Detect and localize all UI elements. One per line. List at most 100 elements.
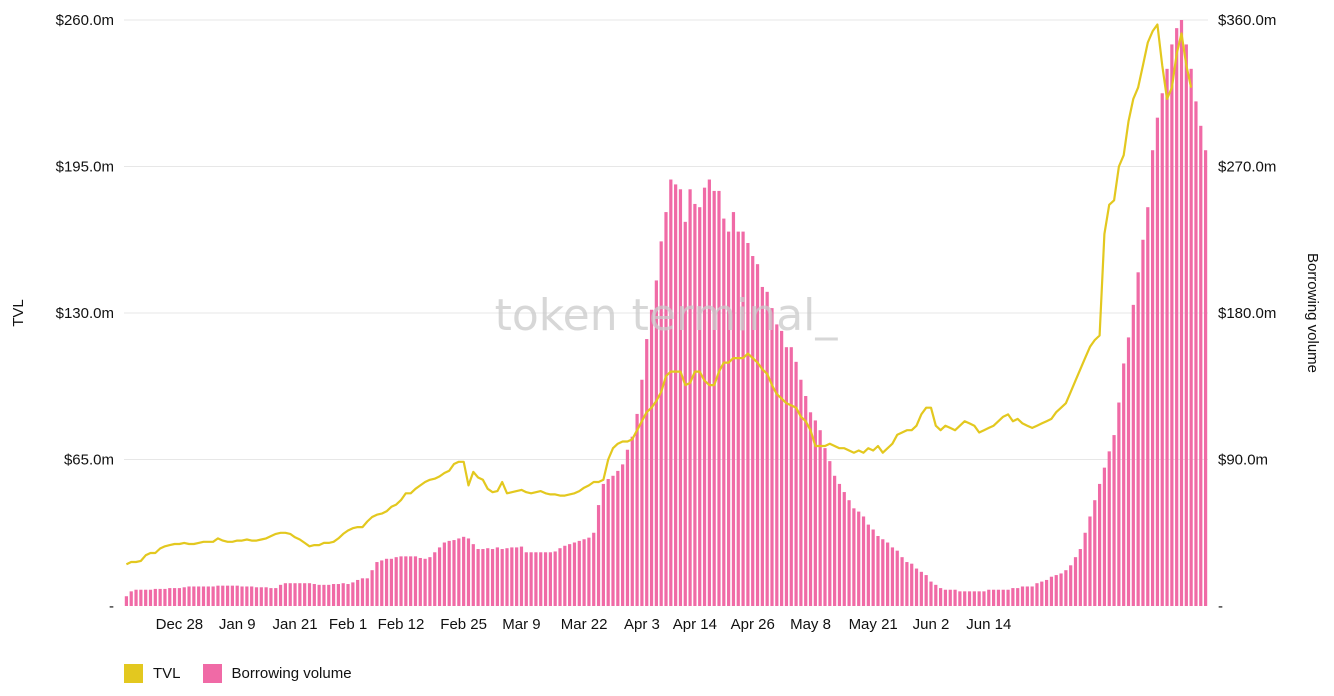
borrowing-volume-bar <box>1136 272 1140 606</box>
borrowing-volume-bar <box>987 589 991 606</box>
borrowing-volume-bar <box>751 256 755 606</box>
tvl-line-group <box>125 23 1193 566</box>
borrowing-volume-bar <box>437 547 442 606</box>
borrowing-volume-bar <box>389 558 393 606</box>
borrowing-volume-bar <box>153 588 157 606</box>
borrowing-volume-bar <box>558 548 562 606</box>
borrowing-volume-bar <box>486 548 490 606</box>
borrowing-volume-bar <box>992 589 996 606</box>
borrowing-volume-bar <box>683 221 687 606</box>
borrowing-volume-bar <box>365 578 369 606</box>
borrowing-volume-bar <box>1025 586 1029 606</box>
borrowing-volume-bar <box>929 581 933 606</box>
borrowing-volume-bar <box>211 586 215 606</box>
borrowing-volume-bar <box>717 190 721 606</box>
x-tick-label: May 21 <box>849 616 898 633</box>
right-tick-label: - <box>1218 598 1223 615</box>
borrowing-volume-bar <box>678 189 683 607</box>
borrowing-volume-bar <box>1069 565 1073 606</box>
borrowing-volume-bar <box>900 557 904 606</box>
borrowing-volume-bar <box>977 591 981 606</box>
borrowing-volume-bar <box>1093 500 1097 606</box>
borrowing-volume-bar <box>158 588 162 606</box>
borrowing-volume-bar <box>741 231 745 606</box>
borrowing-volume-bar <box>409 556 413 606</box>
right-tick-label: $270.0m <box>1218 159 1276 176</box>
borrowing-volume-bar <box>221 585 225 606</box>
borrowing-volume-bar <box>278 584 283 606</box>
borrowing-volume-bar <box>837 483 842 606</box>
borrowing-volume-bar <box>1102 467 1107 606</box>
borrowing-volume-bar <box>394 557 398 606</box>
borrowing-volume-bar <box>616 470 620 606</box>
borrowing-volume-bar <box>1203 150 1208 606</box>
borrowing-volume-bar <box>1073 557 1078 606</box>
borrowing-volume-bar <box>447 540 451 606</box>
borrowing-volume-bar <box>914 568 919 606</box>
borrowing-volume-bar <box>640 379 644 606</box>
borrowing-volume-bar <box>269 588 273 606</box>
borrowing-volume-bar <box>201 586 206 606</box>
borrowing-volume-bar <box>380 560 384 606</box>
borrowing-volume-bar <box>404 556 408 606</box>
borrowing-volume-bar <box>187 586 191 606</box>
borrowing-volume-bar <box>543 552 548 606</box>
borrowing-volume-bar <box>1011 588 1015 606</box>
borrowing-volume-bar <box>1117 402 1121 606</box>
borrowing-volume-bar <box>1054 575 1058 606</box>
x-tick-label: Mar 22 <box>561 616 608 633</box>
borrowing-volume-bar <box>442 542 446 606</box>
borrowing-volume-bar <box>168 588 172 606</box>
borrowing-volume-bar <box>722 218 726 607</box>
borrowing-volume-bar <box>384 558 389 606</box>
borrowing-volume-bar <box>235 585 239 606</box>
borrowing-volume-bar <box>303 583 307 606</box>
legend-item-borrowing-volume[interactable]: Borrowing volume <box>202 664 352 683</box>
borrowing-volume-bar <box>433 552 437 606</box>
borrowing-volume-bar <box>399 556 403 606</box>
borrowing-volume-bar <box>505 548 509 606</box>
borrowing-volume-bar <box>298 583 302 606</box>
borrowing-volume-bar <box>953 589 957 606</box>
left-tick-label: $65.0m <box>64 452 114 469</box>
borrowing-volume-bar <box>789 347 793 606</box>
borrowing-volume-bar <box>1170 44 1174 606</box>
x-tick-label: Jun 2 <box>913 616 950 633</box>
borrowing-volume-bar <box>312 584 316 606</box>
legend-item-tvl[interactable]: TVL <box>124 664 181 683</box>
borrowing-volume-bar <box>712 190 716 606</box>
borrowing-volume-bar <box>625 449 630 606</box>
borrowing-volume-bar <box>197 586 201 606</box>
borrowing-volume-bar <box>813 420 817 606</box>
borrowing-volume-bar <box>240 586 244 606</box>
borrowing-volume-bar <box>1199 125 1203 607</box>
borrowing-volume-bar <box>698 207 702 606</box>
borrowing-volume-bar <box>780 330 784 606</box>
borrowing-volume-bar <box>890 547 895 606</box>
borrowing-volume-bar <box>457 538 461 606</box>
borrowing-volume-bar <box>886 542 890 606</box>
borrowing-volume-bar <box>148 589 153 606</box>
borrowing-volume-bar <box>621 464 625 606</box>
borrowing-volume-bar <box>1189 68 1193 607</box>
borrowing-volume-bar <box>592 532 596 606</box>
x-tick-label: Jun 14 <box>966 616 1011 633</box>
borrowing-volume-bar <box>1150 150 1155 606</box>
borrowing-volume-bar <box>476 549 480 606</box>
borrowing-volume-bar <box>1035 583 1039 606</box>
right-axis-title: Borrowing volume <box>1304 253 1321 373</box>
borrowing-volume-bar <box>563 545 567 606</box>
borrowing-volume-bar <box>500 549 504 606</box>
borrowing-volume-bar <box>1126 337 1131 606</box>
borrowing-volume-bar <box>192 586 196 606</box>
borrowing-volume-bar <box>924 575 928 606</box>
borrowing-volume-bar <box>274 588 278 606</box>
borrowing-volume-bar <box>466 538 471 606</box>
borrowing-volume-bar <box>760 286 764 606</box>
borrowing-volume-bar <box>254 587 259 606</box>
borrowing-volume-bar <box>823 448 827 606</box>
borrowing-volume-bar <box>934 584 938 606</box>
borrowing-volume-bar <box>250 586 254 606</box>
borrowing-volume-bar <box>963 591 967 606</box>
